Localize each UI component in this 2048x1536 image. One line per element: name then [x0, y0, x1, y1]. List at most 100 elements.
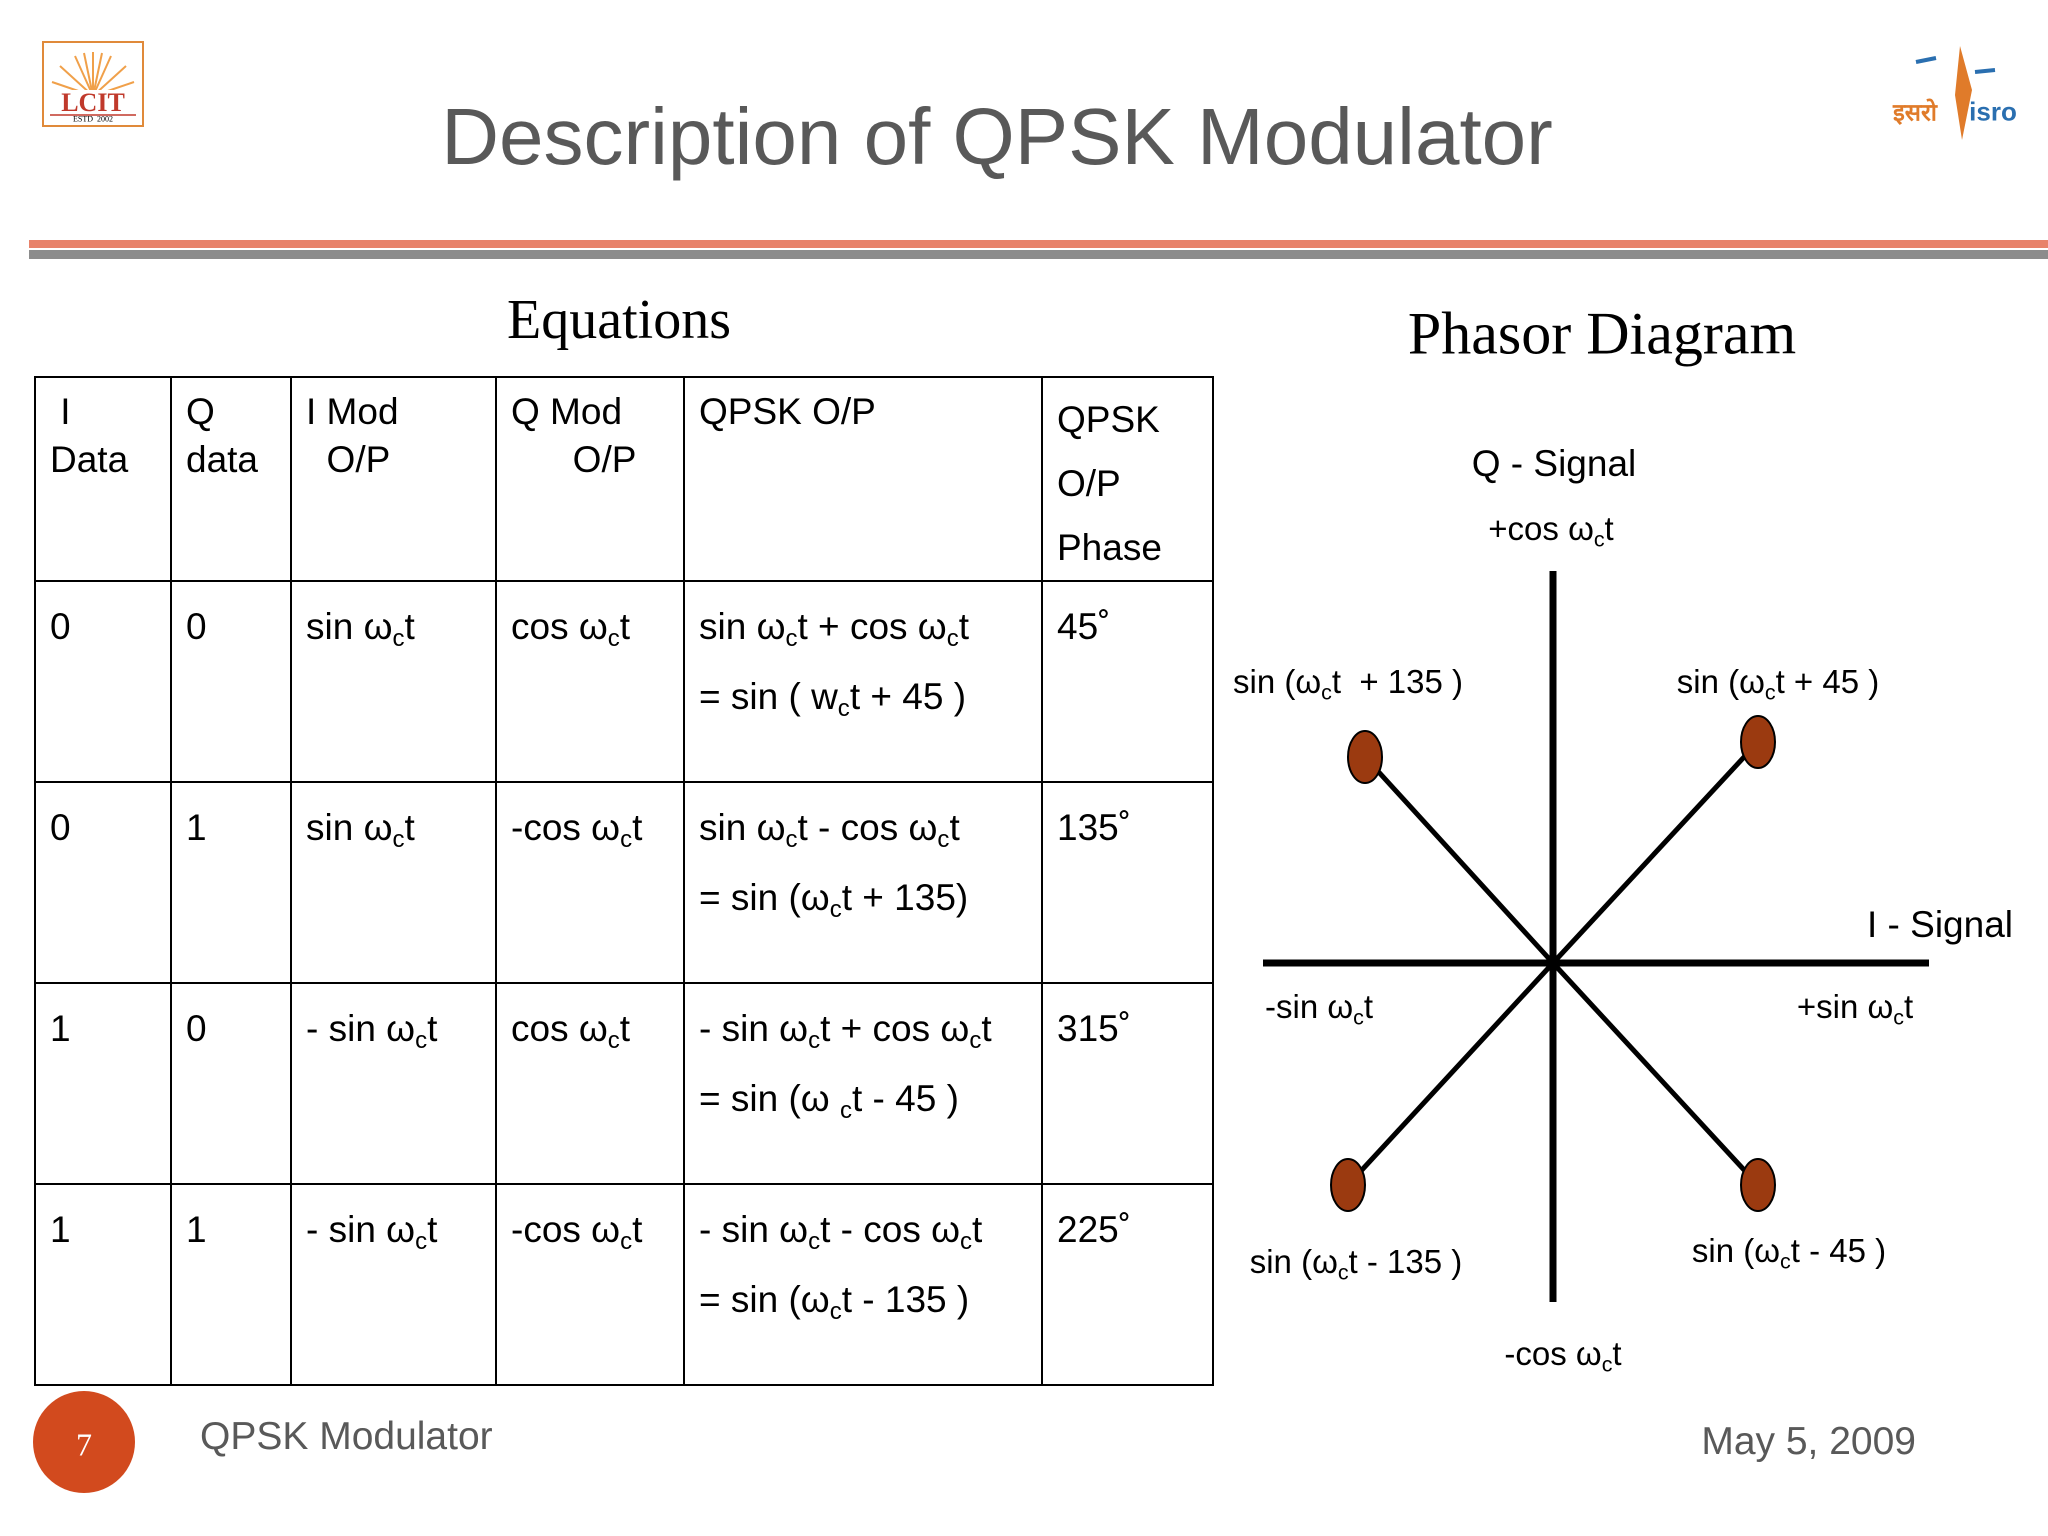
cell-line: -cos ωct [511, 1195, 669, 1265]
cell-line: 315˚ [1057, 994, 1198, 1064]
subscript: c [1321, 680, 1332, 705]
subscript: c [960, 1228, 973, 1256]
phasor-label: -sin ωct [1265, 988, 1373, 1028]
constellation-point [1347, 730, 1383, 784]
subscript: c [1601, 1352, 1613, 1377]
phasor-label: sin (ωct + 135 ) [1233, 663, 1463, 705]
cell-line: sin ωct + cos ωct [699, 592, 1027, 662]
phasor-diagram [1263, 571, 1929, 1302]
text: t + cos ω [797, 606, 947, 647]
text: t [972, 1209, 983, 1250]
text: t - cos ω [797, 807, 938, 848]
subscript: c [946, 625, 959, 653]
cell-line: sin ωct [306, 592, 481, 662]
phasor-label: +sin ωct [1797, 988, 1913, 1030]
text: sin ω [699, 606, 786, 647]
table-cell: 1 [34, 982, 172, 1185]
cell-line: 45˚ [1057, 592, 1198, 662]
text: sin ω [306, 606, 393, 647]
table-cell: I Data [34, 376, 172, 582]
cell-line: = sin (ωct + 135) [699, 863, 1027, 933]
subscript: c [969, 1027, 982, 1055]
text: 1 [50, 1008, 71, 1049]
text: t - cos ω [820, 1209, 961, 1250]
subscript: c [829, 1298, 842, 1326]
text: t [404, 606, 415, 647]
text: t + cos ω [820, 1008, 970, 1049]
table-cell: 0 [34, 781, 172, 984]
subscript: c [415, 1228, 428, 1256]
table-cell: - sin ωct + cos ωct = sin (ω ct - 45 ) [683, 982, 1043, 1185]
text: - sin ω [306, 1008, 416, 1049]
subscript: c [620, 826, 633, 854]
subscript: c [1780, 1249, 1791, 1274]
text: cos ω [511, 606, 608, 647]
text: 1 [186, 1209, 207, 1250]
phasor-label: I - Signal [1867, 904, 2013, 946]
text: - sin ω [306, 1209, 416, 1250]
cell-line: 225˚ [1057, 1195, 1198, 1265]
subscript: c [785, 625, 798, 653]
cell-line: I Mod [306, 388, 481, 436]
text: = sin (ω [699, 1279, 830, 1320]
table-cell: sin ωct [290, 781, 497, 984]
cell-line: cos ωct [511, 592, 669, 662]
text: 45˚ [1057, 606, 1111, 647]
lcit-logo [42, 41, 144, 127]
subscript: c [1593, 527, 1605, 552]
page-badge [33, 1391, 135, 1493]
subscript: c [1893, 1005, 1904, 1030]
cell-line: 1 [186, 1195, 276, 1265]
text: t [1612, 1335, 1622, 1372]
text: 0 [50, 807, 71, 848]
subscript: c [607, 1027, 620, 1055]
cell-line: QPSK [1057, 388, 1198, 452]
cell-line: 1 [50, 1195, 156, 1265]
cell-line: 1 [186, 793, 276, 863]
text: - sin ω [699, 1008, 809, 1049]
phasor-label: Q - Signal [1472, 443, 1637, 485]
text: t [632, 807, 643, 848]
subscript: c [1764, 680, 1776, 705]
text: -sin ω [1265, 988, 1354, 1025]
table-cell: I Mod O/P [290, 376, 497, 582]
text: -cos ω [511, 1209, 621, 1250]
subscript: c [937, 826, 950, 854]
phasor-label: sin (ωct + 45 ) [1677, 663, 1879, 705]
footer-date: May 5, 2009 [1701, 1420, 1916, 1463]
cell-line: -cos ωct [511, 793, 669, 863]
header-rule-orange [29, 240, 2048, 248]
cell-line: sin ωct [306, 793, 481, 863]
table-cell: 0 [170, 982, 292, 1185]
cell-line: = sin (ωct - 135 ) [699, 1265, 1027, 1335]
subscript: c [785, 826, 798, 854]
text: O/P [511, 439, 637, 480]
cell-line: I [50, 388, 156, 436]
text: 1 [50, 1209, 71, 1250]
table-cell: 225˚ [1041, 1183, 1214, 1386]
cell-line: - sin ωct + cos ωct [699, 994, 1027, 1064]
table-cell: sin ωct - cos ωct = sin (ωct + 135) [683, 781, 1043, 984]
text: t [404, 807, 415, 848]
subscript: c [620, 1228, 633, 1256]
text: t + 45 ) [849, 676, 967, 717]
header-rule-gray [29, 250, 2048, 259]
table-cell: -cos ωct [495, 781, 685, 984]
table-cell: cos ωct [495, 982, 685, 1185]
equations-title: Equations [507, 289, 731, 351]
text: +cos ω [1488, 510, 1594, 547]
subscript: c [392, 826, 405, 854]
table-cell: 1 [34, 1183, 172, 1386]
cell-line: 0 [186, 994, 276, 1064]
text: 0 [50, 606, 71, 647]
text: t - 135 ) [1348, 1243, 1463, 1280]
cell-line: sin ωct - cos ωct [699, 793, 1027, 863]
table-cell: -cos ωct [495, 1183, 685, 1386]
slide-title: Description of QPSK Modulator [441, 92, 1553, 181]
cell-line: - sin ωct [306, 994, 481, 1064]
text: = sin (ω [699, 877, 830, 918]
subscript: c [392, 625, 405, 653]
